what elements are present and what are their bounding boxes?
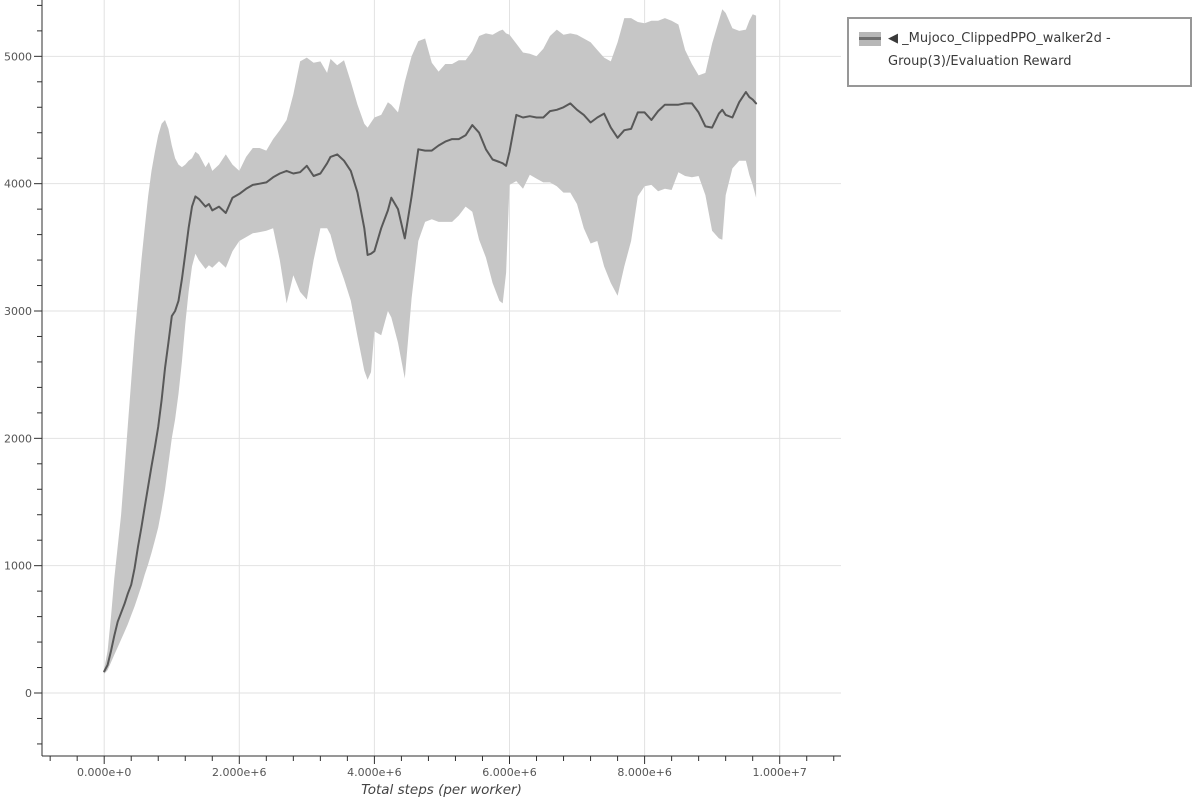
svg-text:6.000e+6: 6.000e+6 (482, 766, 536, 779)
svg-text:1000: 1000 (4, 560, 32, 573)
legend-entry[interactable]: ◀ _Mujoco_ClippedPPO_walker2d - Group(3)… (859, 28, 1180, 74)
svg-text:4.000e+6: 4.000e+6 (347, 766, 401, 779)
legend-entry-label: ◀ _Mujoco_ClippedPPO_walker2d - Group(3)… (888, 31, 1111, 69)
legend: ◀ _Mujoco_ClippedPPO_walker2d - Group(3)… (847, 17, 1192, 87)
mean-line (103, 91, 758, 673)
svg-text:2.000e+6: 2.000e+6 (212, 766, 266, 779)
axes (41, 0, 841, 757)
svg-text:2000: 2000 (4, 432, 32, 445)
svg-text:0: 0 (25, 687, 32, 700)
x-axis-label: Total steps (per worker) (361, 782, 522, 798)
svg-text:3000: 3000 (4, 305, 32, 318)
svg-text:1.000e+7: 1.000e+7 (752, 766, 806, 779)
x-tick-labels: 0.000e+0 2.000e+6 4.000e+6 6.000e+6 8.000e+6… (77, 766, 807, 779)
series-swatch-icon (859, 32, 881, 46)
svg-text:4000: 4000 (4, 178, 32, 191)
confidence-band (104, 9, 757, 674)
svg-text:0.000e+0: 0.000e+0 (77, 766, 131, 779)
svg-text:8.000e+6: 8.000e+6 (617, 766, 671, 779)
svg-text:5000: 5000 (4, 50, 32, 63)
tick-marks (34, 4, 835, 764)
y-tick-labels: 0 1000 2000 3000 4000 5000 (4, 50, 32, 700)
